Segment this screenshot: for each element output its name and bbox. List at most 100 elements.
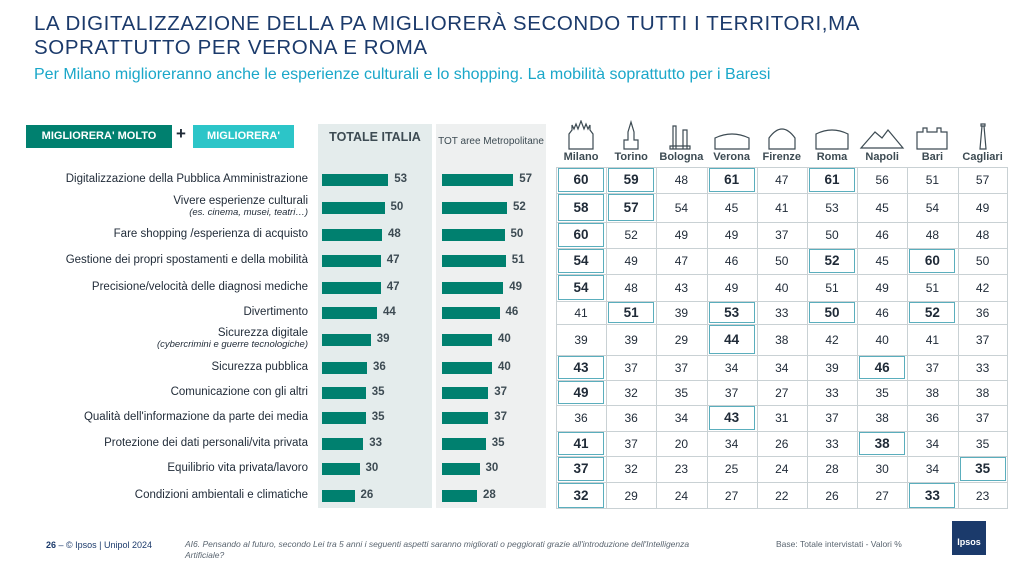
- value-totale-italia: 30: [365, 462, 379, 474]
- value-napoli: 49: [875, 280, 889, 295]
- value-napoli: 45: [875, 200, 889, 215]
- value-bari: 48: [925, 228, 940, 242]
- value-cagliari: 36: [975, 305, 990, 320]
- value-firenze: 31: [775, 411, 789, 425]
- torri-bologna-icon: [669, 125, 691, 150]
- row-label-text: Protezione dei dati personali/vita priva…: [104, 436, 308, 449]
- mole-antonelliana-icon: [623, 120, 639, 150]
- value-bologna: 20: [674, 436, 689, 451]
- bar-metropolitane: [442, 281, 504, 294]
- grid-hline: [556, 193, 1008, 194]
- value-cagliari: 37: [975, 332, 990, 347]
- legend-plus-sign: +: [176, 124, 186, 143]
- value-milano: 43: [573, 359, 589, 375]
- value-bologna: 47: [674, 254, 689, 268]
- grid-vline: [957, 167, 959, 509]
- value-metropolitane: 46: [505, 305, 519, 318]
- value-napoli: 46: [875, 305, 889, 320]
- value-metropolitane: 37: [494, 385, 508, 398]
- value-milano: 41: [574, 305, 588, 320]
- value-bologna: 48: [674, 173, 689, 187]
- row-label: Condizioni ambientali e climatiche: [135, 489, 308, 501]
- value-firenze: 50: [775, 254, 789, 268]
- value-firenze: 34: [775, 360, 789, 375]
- question-note: AI6. Pensando al futuro, secondo Lei tra…: [185, 539, 690, 560]
- duomo-firenze-icon: [768, 128, 796, 150]
- value-totale-italia: 39: [376, 332, 390, 345]
- city-name-verona: Verona: [713, 151, 750, 163]
- value-bari: 41: [925, 332, 940, 347]
- value-torino: 32: [624, 385, 638, 400]
- bar-metropolitane: [442, 333, 492, 346]
- city-name-bari: Bari: [921, 151, 944, 163]
- row-label-sub: (cybercrimini e guerre tecnologiche): [156, 338, 308, 350]
- bar-metropolitane: [442, 306, 500, 319]
- value-verona: 53: [724, 304, 740, 320]
- bar-totale-italia: [322, 174, 389, 186]
- bar-metropolitane: [442, 174, 514, 186]
- value-milano: 58: [573, 199, 589, 215]
- value-cagliari: 57: [975, 173, 990, 187]
- value-verona: 46: [724, 254, 739, 268]
- value-metropolitane: 40: [498, 360, 511, 373]
- grid-vline: [857, 167, 859, 509]
- value-napoli: 46: [874, 359, 890, 375]
- value-torino: 37: [624, 436, 638, 451]
- value-totale-italia: 50: [390, 200, 404, 213]
- value-cagliari: 48: [975, 228, 990, 242]
- value-firenze: 37: [775, 228, 789, 242]
- highlight-box: [859, 432, 906, 455]
- row-label: Gestione dei propri spostamenti e della …: [66, 254, 308, 266]
- value-metropolitane: 35: [491, 436, 505, 449]
- value-bari: 34: [925, 462, 940, 476]
- city-name-napoli: Napoli: [865, 151, 899, 163]
- value-firenze: 27: [775, 385, 789, 400]
- highlight-box: [708, 302, 755, 323]
- grid-hline: [556, 405, 1008, 406]
- highlight-box: [558, 223, 604, 247]
- value-bari: 51: [925, 173, 940, 187]
- value-roma: 61: [824, 172, 840, 187]
- grid-hline: [556, 456, 1008, 457]
- highlight-box: [809, 249, 855, 273]
- grid-vline: [807, 167, 808, 509]
- grid-vline: [606, 167, 608, 509]
- value-totale-italia: 44: [383, 305, 396, 318]
- page-number: 26: [46, 540, 57, 550]
- value-bari: 60: [924, 253, 940, 268]
- value-totale-italia: 35: [371, 385, 385, 398]
- value-roma: 28: [825, 462, 839, 476]
- grid-hline: [556, 301, 1008, 302]
- bar-totale-italia: [322, 412, 366, 424]
- page-subtitle: Per Milano miglioreranno anche le esperi…: [34, 66, 771, 83]
- value-verona: 49: [724, 228, 739, 242]
- row-label: Sicurezza pubblica: [211, 361, 308, 373]
- value-torino: 39: [624, 332, 638, 347]
- grid-vline: [756, 167, 758, 509]
- value-verona: 37: [724, 385, 739, 400]
- value-bologna: 43: [674, 280, 689, 295]
- value-verona: 34: [724, 436, 739, 451]
- row-label-text: Sicurezza digitale: [217, 326, 308, 339]
- highlight-box: [859, 356, 906, 379]
- value-bologna: 49: [674, 228, 689, 242]
- highlight-box: [708, 406, 755, 430]
- highlight-box: [809, 302, 855, 323]
- grid-hline: [556, 274, 1008, 275]
- highlight-box: [558, 483, 604, 508]
- bar-metropolitane: [442, 386, 489, 399]
- grid-vline: [706, 167, 708, 509]
- row-label-text: Gestione dei propri spostamenti e della …: [65, 254, 308, 266]
- row-label-text: Fare shopping /esperienza di acquisto: [113, 228, 308, 240]
- highlight-box: [608, 302, 655, 323]
- value-roma: 42: [825, 332, 839, 347]
- highlight-box: [909, 249, 956, 273]
- bar-totale-italia: [322, 255, 381, 267]
- highlight-box: [909, 302, 956, 323]
- value-napoli: 46: [875, 228, 889, 242]
- page-footer-credit: 26 – © Ipsos | Unipol 2024: [46, 540, 152, 550]
- value-roma: 51: [825, 280, 839, 295]
- grid-hline: [556, 355, 1008, 356]
- value-milano: 54: [573, 279, 589, 295]
- highlight-box: [608, 168, 655, 192]
